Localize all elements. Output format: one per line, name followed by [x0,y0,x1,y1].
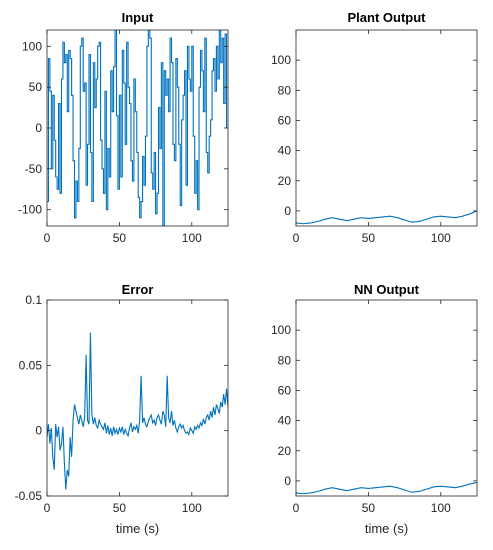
chart-title: NN Output [354,282,420,297]
y-tick-label: 80 [278,353,292,367]
y-tick-label: 0.1 [25,293,42,307]
x-tick-label: 100 [431,231,451,245]
series-line [296,210,477,225]
x-axis-label: time (s) [365,521,408,536]
series-line [47,30,228,226]
y-tick-label: 60 [278,113,292,127]
x-tick-label: 100 [182,231,202,245]
y-tick-label: 60 [278,383,292,397]
x-tick-label: 50 [113,231,127,245]
y-tick-label: 0 [284,204,291,218]
x-tick-label: 100 [431,501,451,515]
y-tick-label: 0 [284,474,291,488]
y-tick-label: -0.05 [15,489,43,503]
y-tick-label: 20 [278,444,292,458]
subplot-input: Input 0 50 100 -100 -50 0 50 100 [18,10,229,245]
subplot-nn-output: NN Output time (s) 0 50 100 0 20 40 60 80 100 [271,282,478,536]
plot-area [296,30,477,226]
y-tick-label: 80 [278,83,292,97]
x-tick-label: 0 [44,501,51,515]
y-tick-label: 100 [271,53,291,67]
plot-area [47,300,228,496]
x-tick-label: 0 [293,231,300,245]
y-tick-label: 0 [35,121,42,135]
x-tick-label: 50 [362,231,376,245]
series-line [47,332,228,490]
y-tick-label: -50 [25,162,43,176]
x-axis-label: time (s) [116,521,159,536]
y-tick-label: 100 [22,39,42,53]
y-tick-label: 50 [29,80,43,94]
y-tick-label: 0 [35,424,42,438]
x-tick-label: 0 [44,231,51,245]
plot-area [296,300,477,496]
axes-box [295,29,478,227]
series-line [296,481,477,495]
y-tick-label: 0.05 [19,358,43,372]
y-tick-label: 100 [271,323,291,337]
x-tick-label: 50 [113,501,127,515]
x-tick-label: 50 [362,501,376,515]
axes-box [295,299,478,497]
subplot-plant-output: Plant Output 0 50 100 0 20 40 60 80 100 [271,10,478,245]
y-tick-label: -100 [18,203,42,217]
chart-title: Plant Output [348,10,427,25]
chart-title: Error [122,282,154,297]
y-tick-label: 40 [278,144,292,158]
y-tick-label: 20 [278,174,292,188]
x-tick-label: 100 [182,501,202,515]
x-tick-label: 0 [293,501,300,515]
chart-title: Input [122,10,154,25]
axes-box [46,299,229,497]
y-tick-label: 40 [278,414,292,428]
